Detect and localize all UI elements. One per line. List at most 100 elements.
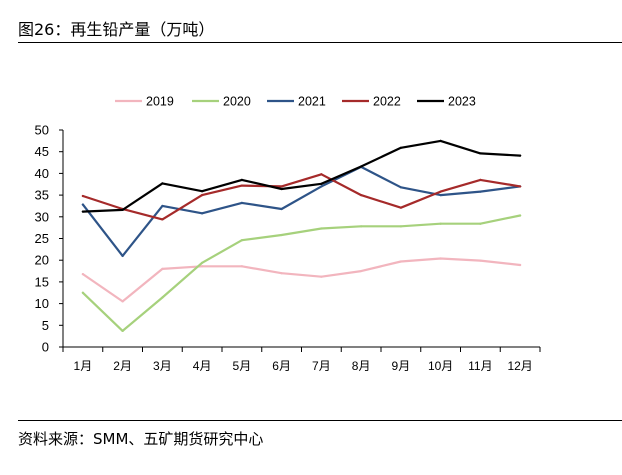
legend-item-2022: 2022 [342,95,401,109]
data-point-2023 [161,182,164,185]
x-tick-label: 9月 [392,359,411,373]
data-point-2020 [519,214,522,217]
data-point-2019 [81,272,84,276]
data-point-2023 [201,190,204,193]
data-point-2022 [280,185,283,188]
data-point-2020 [161,296,164,299]
data-point-2021 [201,212,204,215]
data-point-2021 [81,203,84,206]
y-tick-label: 20 [35,253,49,268]
data-point-2019 [121,300,124,303]
data-point-2021 [479,190,482,193]
legend-label: 2020 [223,95,251,109]
legend-label: 2023 [448,95,476,109]
x-tick-label: 7月 [312,359,331,373]
data-point-2021 [439,194,442,197]
series-line-2022 [81,173,522,221]
y-tick-label: 5 [42,318,49,333]
source-note: 资料来源：SMM、五矿期货研究中心 [18,430,264,448]
series-line-2020 [81,214,522,332]
data-point-2019 [360,269,363,273]
data-point-2021 [320,185,323,188]
x-tick-label: 2月 [113,359,132,373]
data-point-2020 [360,225,363,228]
data-point-2019 [479,259,482,262]
legend-item-2021: 2021 [267,95,326,109]
x-tick-label: 1月 [74,359,93,373]
data-point-2019 [240,265,243,268]
x-axis: 1月 2月 3月 4月 5月 6月 7月 8月 9月 10月 11月 12月 [62,346,541,373]
y-tick-label: 15 [35,274,49,289]
data-point-2022 [360,194,363,197]
x-tick-label: 11月 [468,359,492,373]
data-point-2022 [161,218,164,221]
x-tick-label: 6月 [272,359,291,373]
y-axis: 0 5 10 15 20 25 30 35 40 45 50 [35,123,64,355]
x-tick-label: 8月 [352,359,371,373]
data-point-2019 [161,267,164,270]
y-tick-label: 25 [35,231,49,246]
x-tick-label: 10月 [428,359,453,373]
data-point-2020 [201,261,204,264]
data-point-2020 [320,227,323,230]
data-point-2022 [519,185,522,188]
data-point-2021 [280,207,283,211]
y-tick-label: 45 [35,144,49,159]
x-tick-label: 12月 [507,359,532,373]
data-point-2022 [81,194,84,198]
data-point-2019 [320,275,323,278]
data-point-2023 [519,154,522,157]
x-tick-label: 4月 [193,359,212,373]
data-point-2019 [201,265,204,268]
data-point-2022 [201,194,204,197]
legend-label: 2022 [373,95,401,109]
y-tick-label: 0 [42,340,49,355]
y-tick-label: 30 [35,209,49,224]
data-point-2019 [439,257,442,260]
legend-item-2023: 2023 [417,95,476,109]
data-point-2023 [439,139,442,142]
legend-item-2019: 2019 [115,95,174,109]
data-point-2023 [240,178,243,182]
y-tick-label: 50 [35,123,49,138]
data-point-2020 [121,329,124,333]
series-line-2023 [81,139,522,213]
legend: 2019 2020 2021 2022 2023 [115,95,476,109]
data-point-2022 [399,206,402,209]
x-tick-label: 5月 [233,359,252,373]
y-tick-label: 40 [35,166,49,181]
figure-title: 图26：再生铅产量（万吨） [18,20,215,39]
top-rule [18,42,622,43]
legend-item-2020: 2020 [192,95,251,109]
data-point-2020 [439,222,442,225]
data-point-2023 [280,187,283,191]
data-point-2022 [439,190,442,193]
data-point-2022 [479,178,482,182]
y-tick-label: 10 [35,296,49,311]
series-line-2021 [81,165,522,257]
legend-label: 2021 [298,95,326,109]
data-point-2020 [280,233,283,237]
bottom-rule [18,420,622,421]
data-point-2020 [479,222,482,225]
y-tick-label: 35 [35,188,49,203]
data-point-2023 [399,146,402,149]
data-point-2020 [399,225,402,228]
data-point-2021 [121,254,124,257]
data-point-2021 [240,201,243,205]
data-point-2019 [519,263,522,267]
data-point-2021 [399,186,402,189]
series-line-2019 [81,257,522,303]
data-point-2023 [360,165,363,168]
data-point-2019 [399,260,402,263]
series-lines [81,139,522,333]
x-tick-label: 3月 [153,359,172,373]
data-point-2022 [240,184,243,187]
data-point-2022 [320,173,323,176]
data-point-2019 [280,272,283,275]
data-point-2020 [81,291,84,294]
data-point-2023 [320,182,323,185]
data-point-2023 [81,210,84,213]
data-point-2023 [479,152,482,155]
